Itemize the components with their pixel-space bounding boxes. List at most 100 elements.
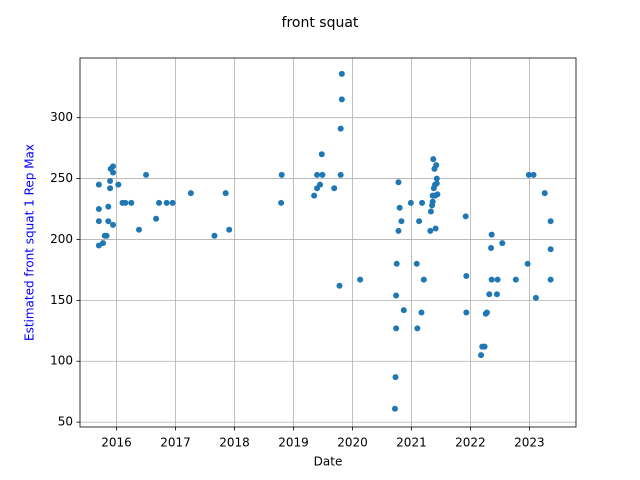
data-point <box>393 325 400 332</box>
data-point <box>420 276 427 283</box>
data-point <box>395 227 402 234</box>
data-point <box>311 192 318 199</box>
y-tick-label: 250 <box>50 171 73 185</box>
data-point <box>407 199 414 206</box>
data-point <box>95 218 102 225</box>
data-point <box>478 352 485 359</box>
data-point <box>462 213 469 220</box>
y-tick-label: 150 <box>50 293 73 307</box>
data-point <box>105 218 112 225</box>
data-point <box>393 292 400 299</box>
data-point <box>107 185 114 192</box>
data-point <box>226 226 233 233</box>
data-point <box>416 218 423 225</box>
grid-lines <box>80 58 576 427</box>
data-point <box>547 218 554 225</box>
data-point <box>163 199 170 206</box>
data-point <box>317 181 324 188</box>
data-point <box>222 190 229 197</box>
data-point <box>135 226 142 233</box>
data-point <box>530 171 537 178</box>
x-tick-label: 2022 <box>455 436 486 450</box>
x-tick-label: 2020 <box>337 436 368 450</box>
x-tick-label: 2016 <box>101 436 132 450</box>
data-point <box>547 246 554 253</box>
data-point <box>400 307 407 314</box>
data-point <box>338 70 345 77</box>
data-point <box>211 232 218 239</box>
chart-title: front squat <box>282 15 359 31</box>
data-point <box>488 276 495 283</box>
data-point <box>115 181 122 188</box>
data-point <box>110 163 117 170</box>
data-point <box>156 199 163 206</box>
data-point <box>488 244 495 251</box>
data-point <box>338 96 345 103</box>
data-point <box>100 240 107 247</box>
data-point <box>494 276 501 283</box>
data-point <box>337 125 344 132</box>
data-point <box>427 208 434 215</box>
data-point <box>463 272 470 279</box>
data-point <box>392 374 399 381</box>
data-point <box>493 291 500 298</box>
data-points <box>95 70 554 412</box>
data-point <box>414 325 421 332</box>
data-point <box>122 199 129 206</box>
x-tick-label: 2021 <box>396 436 427 450</box>
data-point <box>541 190 548 197</box>
data-point <box>319 171 326 178</box>
data-point <box>331 185 338 192</box>
data-point <box>413 260 420 267</box>
x-tick-label: 2017 <box>160 436 191 450</box>
data-point <box>430 156 437 163</box>
data-point <box>105 203 112 210</box>
data-point <box>512 276 519 283</box>
x-axis: 2016 2017 2018 2019 2020 2021 2022 2023 <box>101 427 545 450</box>
data-point <box>103 232 110 239</box>
data-point <box>314 171 321 178</box>
data-point <box>357 276 364 283</box>
data-point <box>153 215 160 222</box>
y-axis-label: Estimated front squat 1 Rep Max <box>23 144 37 341</box>
data-point <box>499 240 506 247</box>
x-tick-label: 2019 <box>278 436 309 450</box>
x-tick-label: 2018 <box>219 436 250 450</box>
data-point <box>395 179 402 186</box>
plot-frame <box>79 57 577 428</box>
data-point <box>110 169 117 176</box>
data-point <box>483 309 490 316</box>
y-tick-label: 50 <box>58 415 73 429</box>
data-point <box>278 171 285 178</box>
data-point <box>434 191 441 198</box>
data-point <box>418 309 425 316</box>
data-point <box>433 180 440 187</box>
data-point <box>391 405 398 412</box>
y-tick-label: 200 <box>50 232 73 246</box>
data-point <box>463 309 470 316</box>
data-point <box>143 171 150 178</box>
data-point <box>95 206 102 213</box>
data-point <box>398 218 405 225</box>
data-point <box>187 190 194 197</box>
y-tick-label: 100 <box>50 354 73 368</box>
data-point <box>107 178 114 184</box>
data-point <box>169 199 176 206</box>
data-point <box>433 175 440 182</box>
x-axis-label: Date <box>314 455 343 469</box>
data-point <box>547 276 554 283</box>
data-point <box>396 204 403 211</box>
y-tick-label: 300 <box>50 110 73 124</box>
data-point <box>433 162 440 169</box>
x-tick-label: 2023 <box>514 436 545 450</box>
data-point <box>488 231 495 238</box>
data-point <box>427 227 434 234</box>
y-axis: 50 100 150 200 250 300 <box>50 110 80 429</box>
data-point <box>336 282 343 289</box>
data-point <box>128 199 135 206</box>
data-point <box>337 171 344 178</box>
data-point <box>525 171 532 178</box>
data-point <box>432 225 439 232</box>
